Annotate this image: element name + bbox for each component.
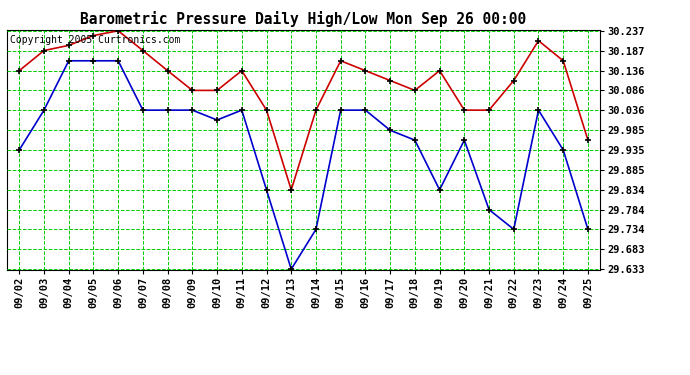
Text: Copyright 2005 Curtronics.com: Copyright 2005 Curtronics.com — [10, 35, 180, 45]
Title: Barometric Pressure Daily High/Low Mon Sep 26 00:00: Barometric Pressure Daily High/Low Mon S… — [81, 12, 526, 27]
